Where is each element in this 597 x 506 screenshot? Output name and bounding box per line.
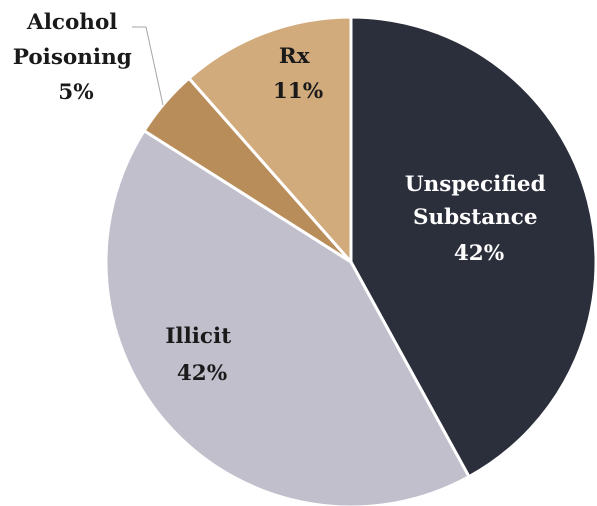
alcohol-poisoning-percent: 5% bbox=[58, 80, 93, 105]
illicit-label-line-1: Illicit bbox=[165, 324, 231, 349]
rx-label-line-1: Rx bbox=[279, 44, 310, 69]
rx-label: Rx 11% bbox=[273, 44, 323, 104]
rx-percent: 11% bbox=[273, 79, 323, 104]
illicit-percent: 42% bbox=[177, 361, 227, 386]
illicit-slice bbox=[104, 129, 471, 506]
rx-slice bbox=[187, 15, 353, 264]
alcohol-poisoning-label: Alcohol Poisoning 5% bbox=[13, 10, 140, 105]
unspecified-substance-label-line-1: Unspecified bbox=[405, 172, 546, 197]
unspecified-substance-percent: 42% bbox=[454, 241, 504, 266]
alcohol-poisoning-leader-line bbox=[132, 26, 164, 106]
illicit-label: Illicit 42% bbox=[165, 324, 238, 386]
alcohol-poisoning-label-line-1: Alcohol bbox=[26, 10, 117, 35]
unspecified-substance-label-line-2: Substance bbox=[413, 205, 538, 230]
unspecified-substance-slice bbox=[349, 15, 597, 479]
pie-slices bbox=[104, 15, 597, 506]
alcohol-poisoning-label-line-2: Poisoning bbox=[13, 45, 132, 70]
unspecified-substance-label: Unspecified Substance 42% bbox=[405, 172, 553, 266]
